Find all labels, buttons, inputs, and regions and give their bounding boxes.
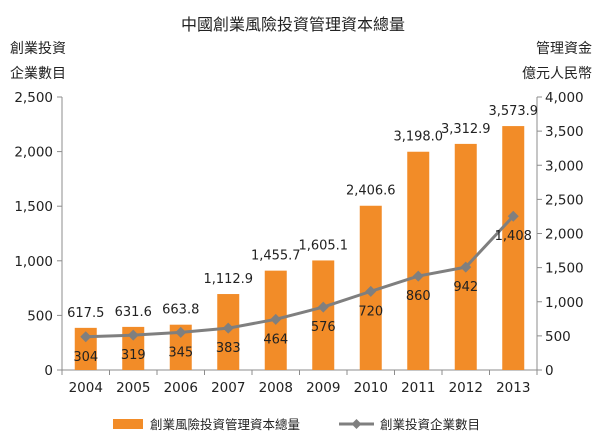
left-axis-title-line-1: 創業投資 (10, 41, 66, 57)
legend: 創業風險投資管理資本總量 創業投資企業數目 (113, 417, 480, 432)
left-tick-label: 1,500 (14, 199, 53, 215)
line-series (80, 210, 519, 343)
bar (74, 327, 97, 370)
left-axis-title-line-2: 企業數目 (10, 65, 66, 82)
bar-value-label: 617.5 (67, 306, 104, 321)
line-marker (222, 322, 234, 334)
right-tick-label: 3,500 (545, 124, 584, 140)
right-tick-label: 1,500 (545, 261, 584, 277)
left-tick-label: 2,000 (14, 145, 53, 161)
right-tick-label: 0 (545, 363, 554, 379)
line-marker (317, 301, 329, 313)
x-tick-label: 2013 (496, 380, 530, 396)
axes: 0 500 1,000 1,500 2,000 2,500 0 500 1,000 1,500 2,… (14, 90, 583, 396)
bar-value-label: 663.8 (162, 303, 199, 318)
bar-value-label: 3,198.0 (393, 130, 443, 145)
right-tick-label: 4,000 (545, 90, 584, 106)
line-value-label: 860 (406, 289, 431, 304)
line-value-label: 304 (73, 350, 98, 365)
x-tick-label: 2010 (354, 380, 388, 396)
line-value-label: 576 (311, 320, 336, 335)
bar-value-label: 1,605.1 (298, 238, 348, 253)
line-value-label: 319 (121, 348, 146, 363)
left-tick-label: 0 (44, 363, 53, 379)
line-marker (80, 331, 92, 343)
line-marker (365, 285, 377, 297)
legend-swatch-marker (351, 419, 362, 429)
right-tick-label: 2,500 (545, 192, 584, 208)
bar (502, 126, 525, 370)
bar (454, 143, 477, 370)
x-tick-label: 2005 (116, 380, 150, 396)
left-tick-label: 2,500 (14, 90, 53, 106)
bar-value-label: 3,312.9 (441, 122, 491, 137)
line-marker (175, 326, 187, 338)
right-tick-label: 500 (545, 329, 571, 345)
right-axis-title-line-2: 億元人民幣 (522, 66, 592, 82)
bar-value-label: 1,455.7 (251, 249, 301, 264)
line-value-label: 942 (453, 280, 478, 295)
x-tick-label: 2009 (306, 380, 340, 396)
right-tick-label: 1,000 (545, 295, 584, 311)
bar (312, 260, 335, 370)
bar-value-label: 2,406.6 (346, 184, 396, 199)
bar-value-label: 3,573.9 (488, 104, 538, 119)
line-marker (270, 313, 282, 325)
bar (407, 151, 430, 370)
bar-series (74, 126, 525, 370)
left-tick-label: 500 (27, 308, 53, 324)
line-marker (507, 210, 519, 222)
x-tick-label: 2004 (69, 380, 103, 396)
legend-swatch-bar (113, 419, 143, 429)
x-tick-label: 2012 (449, 380, 483, 396)
x-tick-label: 2008 (259, 380, 293, 396)
data-labels: 617.5 631.6 663.8 1,112.9 1,455.71,605.1 2,40… (67, 104, 538, 365)
legend-label-line: 創業投資企業數目 (380, 417, 480, 432)
x-tick-label: 2007 (211, 380, 245, 396)
bar-value-label: 631.6 (115, 305, 152, 320)
line-value-label: 345 (168, 345, 193, 360)
bar (122, 326, 145, 370)
x-tick-label: 2011 (401, 380, 435, 396)
right-tick-label: 2,000 (545, 227, 584, 243)
chart-title: 中國創業風險投資管理資本總量 (181, 15, 405, 34)
left-tick-label: 1,000 (14, 254, 53, 270)
line-value-label: 1,408 (495, 229, 532, 244)
line-value-label: 383 (216, 341, 241, 356)
legend-label-bar: 創業風險投資管理資本總量 (150, 417, 300, 432)
series-line (85, 215, 515, 339)
line-marker (412, 270, 424, 282)
right-tick-label: 3,000 (545, 158, 584, 174)
right-axis-title-line-1: 管理資金 (536, 41, 592, 57)
bar (169, 324, 192, 370)
line-value-label: 720 (358, 304, 383, 319)
bar-value-label: 1,112.9 (203, 272, 253, 287)
line-value-label: 464 (263, 332, 288, 347)
line-marker (460, 261, 472, 273)
x-tick-label: 2006 (164, 380, 198, 396)
line-marker (127, 329, 139, 341)
